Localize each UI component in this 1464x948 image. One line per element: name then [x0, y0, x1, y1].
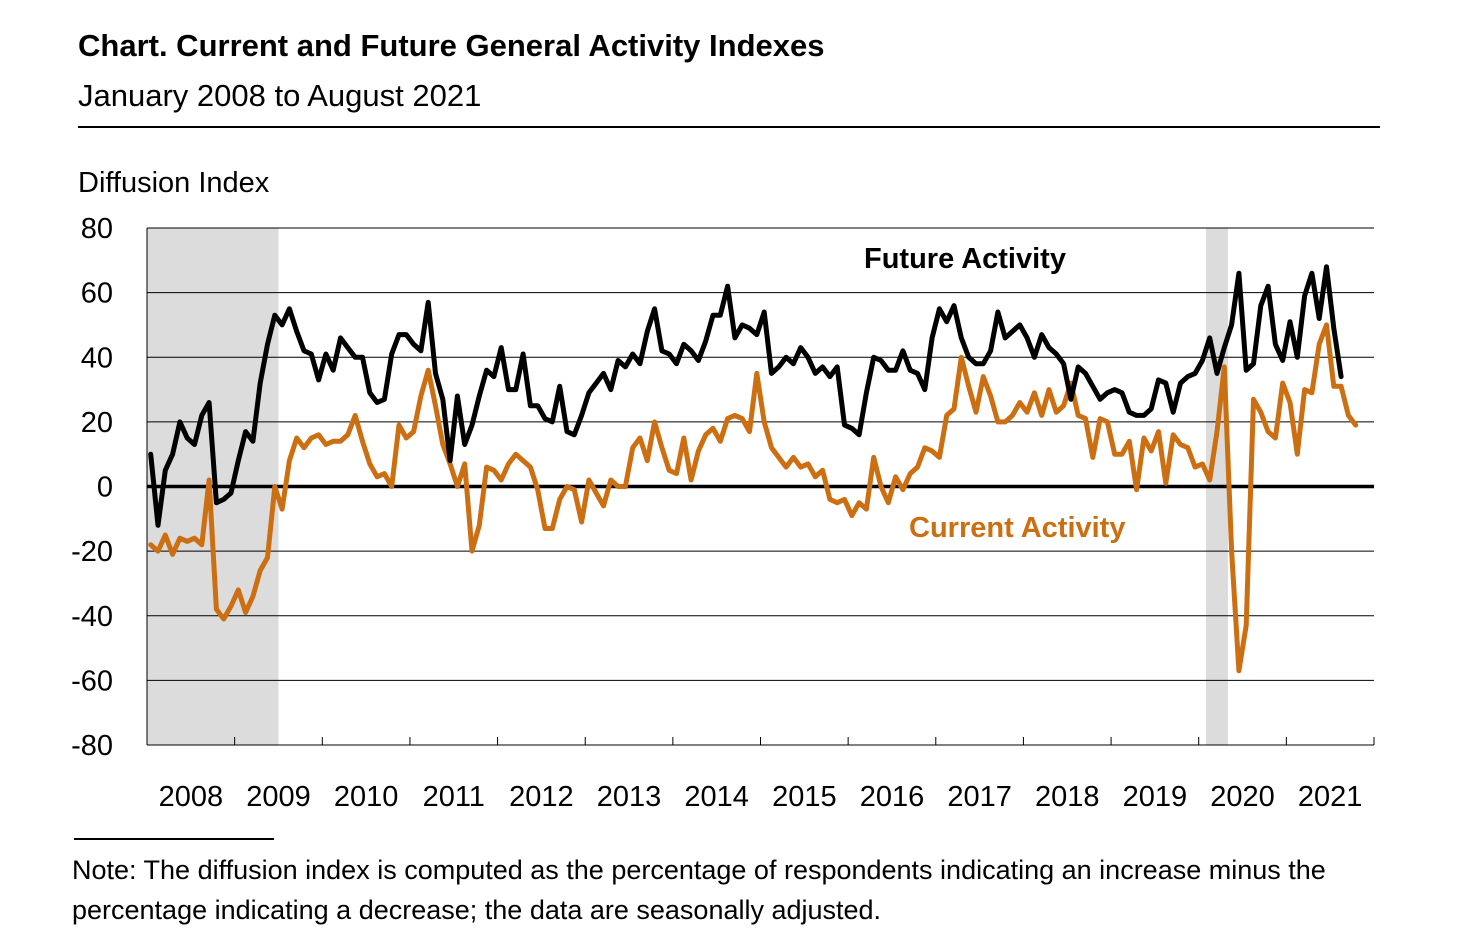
- x-tick-label: 2021: [1298, 781, 1363, 813]
- y-axis-label: Diffusion Index: [78, 167, 270, 199]
- y-tick-label: 20: [81, 407, 113, 439]
- x-tick-label: 2020: [1210, 781, 1275, 813]
- gridlines: [146, 227, 1374, 746]
- line-chart: Diffusion Index -80 -60 -40 -20 0 20 40 60 80 20…: [71, 167, 1375, 813]
- y-tick-label: -80: [71, 730, 113, 762]
- series-lines: [148, 264, 1359, 674]
- x-tick-label: 2015: [772, 781, 837, 813]
- y-tick-label: 80: [81, 213, 113, 245]
- x-tick-label: 2009: [246, 781, 311, 813]
- footnote: Note: The diffusion index is computed as…: [72, 855, 1326, 925]
- chart-title: Chart. Current and Future General Activi…: [78, 28, 825, 63]
- header-divider: [78, 126, 1380, 128]
- x-tick-label: 2012: [509, 781, 574, 813]
- x-tick-label: 2010: [334, 781, 399, 813]
- chart-subtitle: January 2008 to August 2021: [78, 78, 482, 113]
- x-tick-label: 2011: [423, 781, 485, 813]
- y-tick-label: -40: [71, 601, 113, 633]
- x-tick-label: 2016: [860, 781, 925, 813]
- x-tick-label: 2019: [1123, 781, 1188, 813]
- x-axis-ticks: 2008 2009 2010 2011 2012 2013 2014 2015 2016 2017…: [146, 737, 1375, 813]
- x-tick-label: 2014: [684, 781, 749, 813]
- future-activity-series-label: Future Activity: [864, 243, 1066, 275]
- y-tick-label: -20: [71, 536, 113, 568]
- y-tick-label: -60: [71, 665, 113, 697]
- current-activity-series-label: Current Activity: [909, 512, 1125, 544]
- y-tick-label: 40: [81, 342, 113, 374]
- y-tick-label: 60: [81, 278, 113, 310]
- future-activity-line: [148, 264, 1344, 528]
- x-tick-label: 2008: [159, 781, 224, 813]
- x-tick-label: 2018: [1035, 781, 1100, 813]
- footnote-divider: [74, 838, 274, 840]
- current-activity-line: [148, 322, 1359, 674]
- x-tick-label: 2017: [947, 781, 1012, 813]
- y-tick-label: 0: [97, 472, 113, 504]
- x-tick-label: 2013: [597, 781, 662, 813]
- y-axis-ticks: -80 -60 -40 -20 0 20 40 60 80: [71, 213, 113, 762]
